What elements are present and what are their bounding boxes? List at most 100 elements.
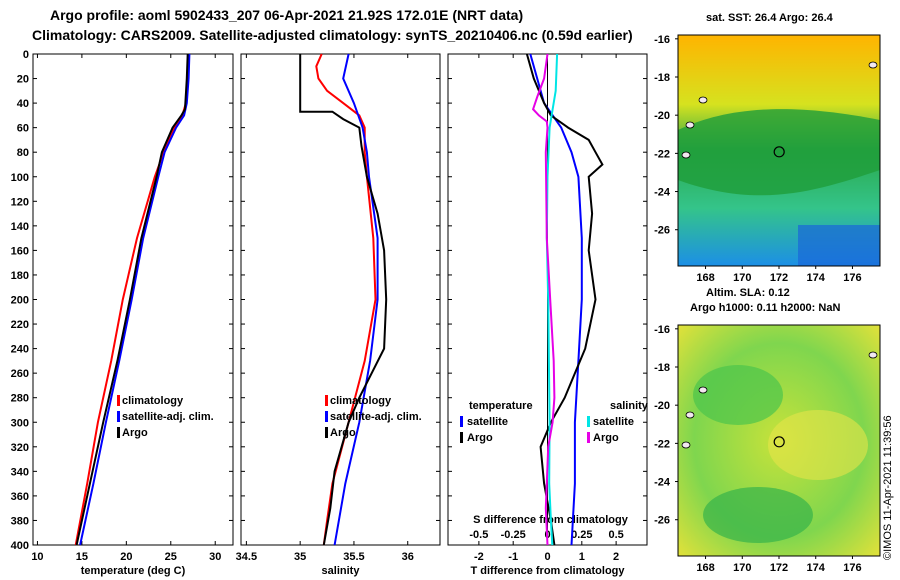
lon-tick-label: 174 [807,272,826,284]
island [698,96,708,104]
legend-label: Argo [122,427,148,439]
legend-swatch [325,395,328,406]
depth-tick-label: 40 [17,98,29,110]
island [868,61,878,69]
series-line [79,53,191,546]
series-line [525,53,604,546]
depth-tick-label: 260 [11,368,29,380]
legend-swatch [587,432,590,443]
legend-label: satellite-adj. clim. [122,411,214,423]
lat-tick-label: -26 [654,515,670,527]
title-line-2: Climatology: CARS2009. Satellite-adjuste… [32,27,633,43]
lon-tick-label: 172 [770,562,788,574]
series-line [545,53,559,546]
lat-tick-label: -22 [654,148,670,160]
x-tick-label: 35.5 [343,551,364,563]
argo-location-marker [773,436,785,448]
legend-label: Argo [330,427,356,439]
x-tick-label: -2 [474,551,484,563]
x-tick-label: 1 [579,551,585,563]
sla-anomaly [703,487,813,543]
sst-map-title: sat. SST: 26.4 Argo: 26.4 [706,12,833,24]
legend-label: satellite-adj. clim. [330,411,422,423]
x-tick-label: 2 [613,551,619,563]
lat-tick-label: -22 [654,438,670,450]
sla-map-subtitle: Argo h1000: 0.11 h2000: NaN [690,302,841,314]
title-line-1: Argo profile: aoml 5902433_207 06-Apr-20… [50,7,524,23]
depth-tick-label: 240 [11,344,29,356]
island [681,441,691,449]
x-axis-label: salinity [322,565,361,577]
series-line [531,53,556,546]
lat-tick-label: -16 [654,324,670,336]
lat-tick-label: -24 [654,477,671,489]
legend-label: satellite [467,416,508,428]
lon-tick-label: 170 [733,272,751,284]
sla-anomaly [693,365,783,425]
depth-tick-label: 0 [23,49,29,61]
lat-tick-label: -18 [654,362,670,374]
legend-label: Argo [593,432,619,444]
sst-map: -16 -18 -20 -22 -24 -26 168 170 172 174 176 [654,34,881,284]
depth-tick-label: 200 [11,295,29,307]
legend-swatch [325,427,328,438]
plot-frame [240,53,441,546]
lat-tick-label: -18 [654,72,670,84]
island [868,351,878,359]
sla-map-title: Altim. SLA: 0.12 [706,287,790,299]
depth-tick-label: 20 [17,74,29,86]
x-tick-label: 10 [31,551,43,563]
series-line [299,54,388,546]
lat-tick-label: -16 [654,34,670,46]
lon-tick-label: 168 [696,562,714,574]
top-tick-label: 0.25 [571,529,592,541]
legend-swatch [587,416,590,427]
depth-tick-label: 300 [11,417,29,429]
sla-anomaly [768,410,868,480]
x-tick-label: -1 [508,551,518,563]
plot-frame [32,53,234,546]
legend-title-temperature: temperature [469,400,533,412]
island [681,151,691,159]
lat-tick-label: -24 [654,187,671,199]
sla-map: -16 -18 -20 -22 -24 -26 168 170 172 174 176 [654,324,881,574]
legend-swatch [117,411,120,422]
legend-label: satellite [593,416,634,428]
depth-tick-label: 380 [11,515,29,527]
depth-tick-label: 220 [11,319,29,331]
top-tick-label: -0.25 [501,529,526,541]
depth-tick-label: 120 [11,196,29,208]
depth-tick-label: 280 [11,393,29,405]
depth-tick-label: 140 [11,221,29,233]
depth-tick-label: 160 [11,245,29,257]
top-tick-label: -0.5 [469,529,488,541]
argo-location-marker [773,146,785,158]
x-tick-label: 30 [209,551,221,563]
lon-tick-label: 172 [770,272,788,284]
imos-watermark: ©IMOS 11-Apr-2021 11:39:56 [882,415,894,560]
series-line [529,53,583,546]
island [698,386,708,394]
lon-tick-label: 170 [733,562,751,574]
depth-tick-label: 320 [11,442,29,454]
depth-tick-label: 360 [11,491,29,503]
depth-tick-label: 180 [11,270,29,282]
lon-tick-label: 176 [843,272,861,284]
legend-label: climatology [330,395,392,407]
depth-tick-label: 100 [11,172,29,184]
water-mass [678,109,880,196]
series-line [333,53,379,546]
x-tick-label: 35 [294,551,306,563]
legend-swatch [460,416,463,427]
x-tick-label: 34.5 [236,551,257,563]
depth-tick-label: 60 [17,123,29,135]
lon-tick-label: 174 [807,562,826,574]
series-line [315,53,377,546]
legend-swatch [117,395,120,406]
legend-swatch [325,411,328,422]
x-tick-label: 25 [165,551,177,563]
x-axis-label: T difference from climatology [470,565,625,577]
top-tick-label: 0.5 [608,529,623,541]
